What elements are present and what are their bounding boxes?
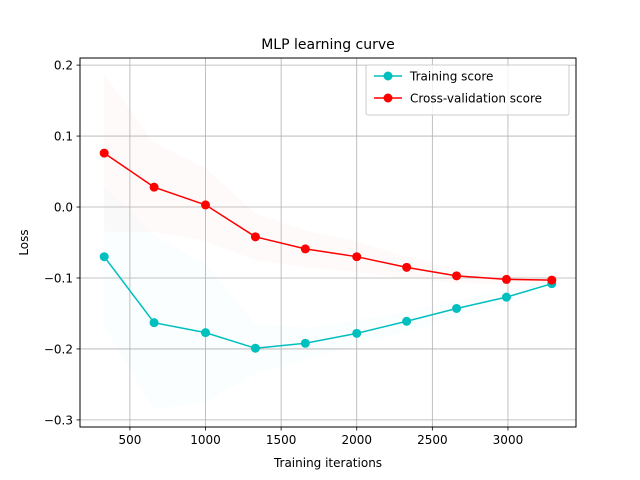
legend-marker-0	[383, 71, 393, 81]
y-tick-label-5: 0.2	[54, 59, 73, 73]
series-0-point-2	[201, 328, 211, 338]
series-1-point-1	[149, 182, 159, 192]
series-1-point-4	[300, 244, 310, 254]
series-0-point-5	[352, 328, 362, 338]
series-markers	[99, 148, 557, 353]
series-1-point-5	[352, 252, 362, 262]
plot-area-frame	[79, 57, 577, 428]
series-lines	[103, 152, 553, 349]
legend-box	[365, 64, 570, 116]
series-0-point-4	[300, 338, 310, 348]
x-axis: 500 1000 1500 2000 2500 3000	[118, 427, 523, 447]
x-tick-label-4: 2500	[417, 433, 448, 447]
grid	[80, 58, 576, 427]
y-axis-title: Loss	[17, 229, 31, 255]
series-line-0	[103, 256, 553, 349]
series-0-point-0	[99, 252, 109, 262]
y-tick-label-1: −0.2	[44, 342, 73, 356]
legend-label-1: Cross-validation score	[410, 92, 542, 106]
series-0-point-8	[501, 292, 511, 302]
confidence-bands	[104, 74, 552, 409]
series-1-point-7	[452, 271, 462, 281]
x-tick-label-0: 500	[118, 433, 141, 447]
series-line-1	[103, 152, 552, 281]
y-tick-label-3: 0.0	[54, 201, 73, 215]
x-tick-label-5: 3000	[493, 433, 524, 447]
x-axis-title: Training iterations	[273, 456, 382, 470]
chart-title: MLP learning curve	[261, 37, 395, 53]
series-0-point-6	[402, 316, 412, 326]
series-1-point-8	[501, 274, 511, 284]
series-1-point-9	[547, 275, 557, 285]
x-tick-label-1: 1000	[190, 433, 221, 447]
y-tick-label-4: 0.1	[54, 130, 73, 144]
y-tick-label-2: −0.1	[44, 271, 73, 285]
legend-label-0: Training score	[409, 70, 493, 84]
series-1-point-6	[402, 262, 412, 272]
y-axis: −0.3 −0.2 −0.1 0.0 0.1 0.2	[44, 59, 80, 427]
series-1-point-2	[201, 200, 211, 210]
series-0-point-1	[149, 318, 159, 328]
series-1-point-0	[99, 148, 109, 158]
x-tick-label-3: 2000	[341, 433, 372, 447]
series-1-point-3	[250, 232, 260, 242]
series-0-point-3	[250, 343, 260, 353]
legend: Training score Cross-validation score	[365, 64, 570, 116]
legend-marker-1	[383, 93, 393, 103]
y-tick-label-0: −0.3	[44, 413, 73, 427]
x-tick-label-2: 1500	[266, 433, 297, 447]
series-0-point-7	[452, 303, 462, 313]
